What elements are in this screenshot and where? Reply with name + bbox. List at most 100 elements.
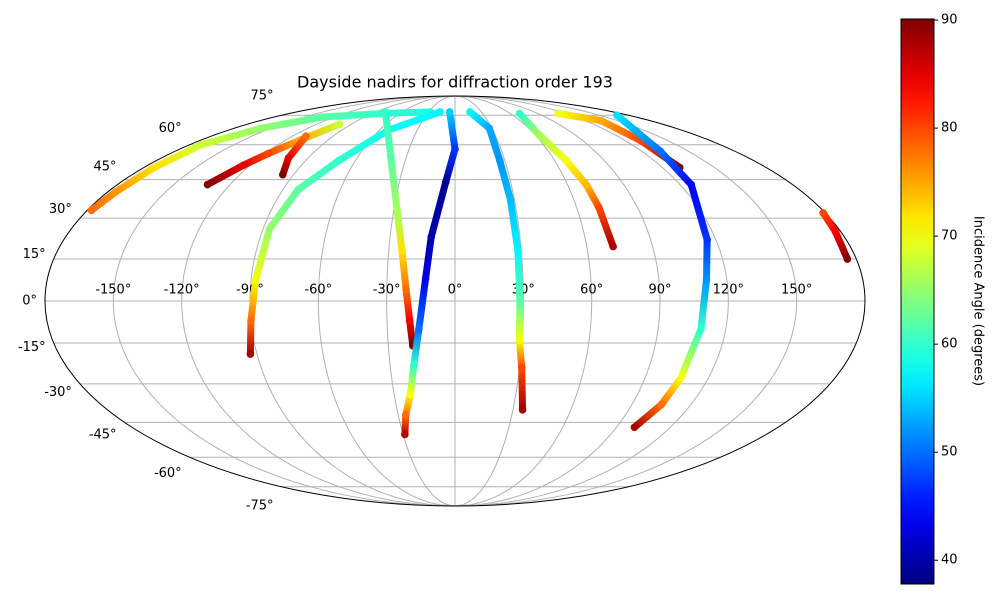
track-segment [535, 131, 570, 164]
track-segment [656, 147, 695, 189]
track-segment [265, 186, 302, 233]
y-tick-label: 15° [23, 247, 46, 262]
track-segment [595, 204, 617, 251]
nadir-point [335, 156, 343, 165]
nadir-point [381, 108, 390, 116]
y-tick-label: -15° [18, 340, 46, 355]
nadir-point [302, 132, 310, 141]
track-segment [197, 124, 265, 149]
nadir-point [819, 209, 827, 217]
colorbar-tick-label: 40 [941, 553, 958, 568]
y-tick-label: 30° [49, 202, 72, 217]
track-segment [597, 117, 644, 144]
nadir-point [264, 149, 273, 158]
x-tick-label: -30° [373, 283, 401, 298]
nadir-point [595, 203, 603, 212]
track-segment [393, 209, 406, 255]
nadir-point [150, 163, 159, 172]
nadir-point [451, 145, 459, 153]
nadir-point [294, 185, 302, 194]
track-segment [422, 233, 435, 283]
track-segment [284, 132, 310, 162]
nadir-point [656, 147, 665, 156]
track-segment [150, 141, 205, 172]
track-segment [410, 325, 423, 369]
track-segment [831, 228, 851, 263]
track-segment [318, 110, 385, 121]
track-segment [515, 336, 526, 372]
track-segment [514, 247, 524, 305]
nadir-point [247, 316, 255, 325]
x-tick-label: 0° [448, 283, 463, 298]
nadir-point [284, 154, 293, 162]
nadir-point [697, 325, 705, 333]
track-segment [384, 108, 444, 134]
nadir-point [630, 423, 639, 432]
nadir-point [515, 336, 524, 344]
x-tick-label: -150° [95, 283, 131, 298]
nadir-point [831, 227, 840, 236]
track-segment [377, 108, 434, 118]
nadir-point [485, 124, 494, 132]
nadir-point [518, 406, 527, 414]
meridian-grid-line [454, 95, 798, 507]
nadir-point [466, 108, 474, 116]
track-segment [406, 317, 417, 350]
nadir-point [613, 111, 621, 120]
track-segment [496, 156, 514, 204]
y-tick-label: 60° [159, 121, 182, 136]
nadir-point [415, 325, 423, 333]
y-tick-label: -30° [44, 385, 72, 400]
track-segment [518, 364, 527, 414]
track-segment [335, 126, 392, 164]
nadir-point [515, 109, 524, 118]
track-segment [554, 110, 605, 125]
x-tick-label: 60° [580, 283, 603, 298]
colorbar-tick-label: 90 [941, 13, 958, 28]
nadir-point [597, 116, 605, 125]
colorbar-tick-label: 60 [941, 337, 958, 352]
nadir-point [517, 363, 526, 372]
track-segment [415, 275, 430, 333]
track-segment [466, 108, 493, 132]
meridian-grid-line [386, 95, 456, 507]
track-segment [111, 164, 158, 196]
track-segment [387, 152, 401, 217]
nadir-point [246, 350, 255, 358]
nadir-point [436, 108, 444, 116]
track-segment [204, 161, 247, 189]
nadir-point [402, 285, 410, 294]
nadir-point [203, 180, 212, 189]
colorbar-tick-label: 80 [941, 121, 958, 136]
nadir-point [111, 188, 120, 196]
track-segment [257, 113, 326, 132]
track-segment [687, 181, 711, 244]
track-segment [613, 111, 664, 155]
nadir-point [676, 374, 685, 383]
map-boundary [44, 95, 866, 507]
track-segment [630, 401, 665, 431]
track-segment [516, 110, 543, 139]
nadir-point [87, 206, 96, 215]
track-segment [294, 156, 343, 194]
nadir-point [393, 209, 402, 217]
y-tick-label: 75° [250, 89, 273, 104]
track-segment [382, 108, 395, 160]
track-segment [657, 374, 685, 409]
nadir-point [265, 225, 274, 233]
track-segment [702, 236, 711, 284]
y-tick-label: -45° [89, 427, 117, 442]
nadir-point [843, 255, 852, 263]
nadir-point [335, 120, 344, 129]
nadir-point [386, 152, 395, 160]
nadir-point [406, 390, 415, 399]
track-segment [239, 150, 272, 169]
colorbar-tick-label: 50 [941, 445, 958, 460]
nadir-point [702, 276, 711, 284]
nadir-point [401, 430, 409, 439]
nadir-point [401, 411, 410, 419]
track-segment [264, 136, 303, 158]
nadir-point [562, 156, 570, 165]
track-segment [582, 181, 603, 212]
nadir-point [421, 274, 430, 283]
